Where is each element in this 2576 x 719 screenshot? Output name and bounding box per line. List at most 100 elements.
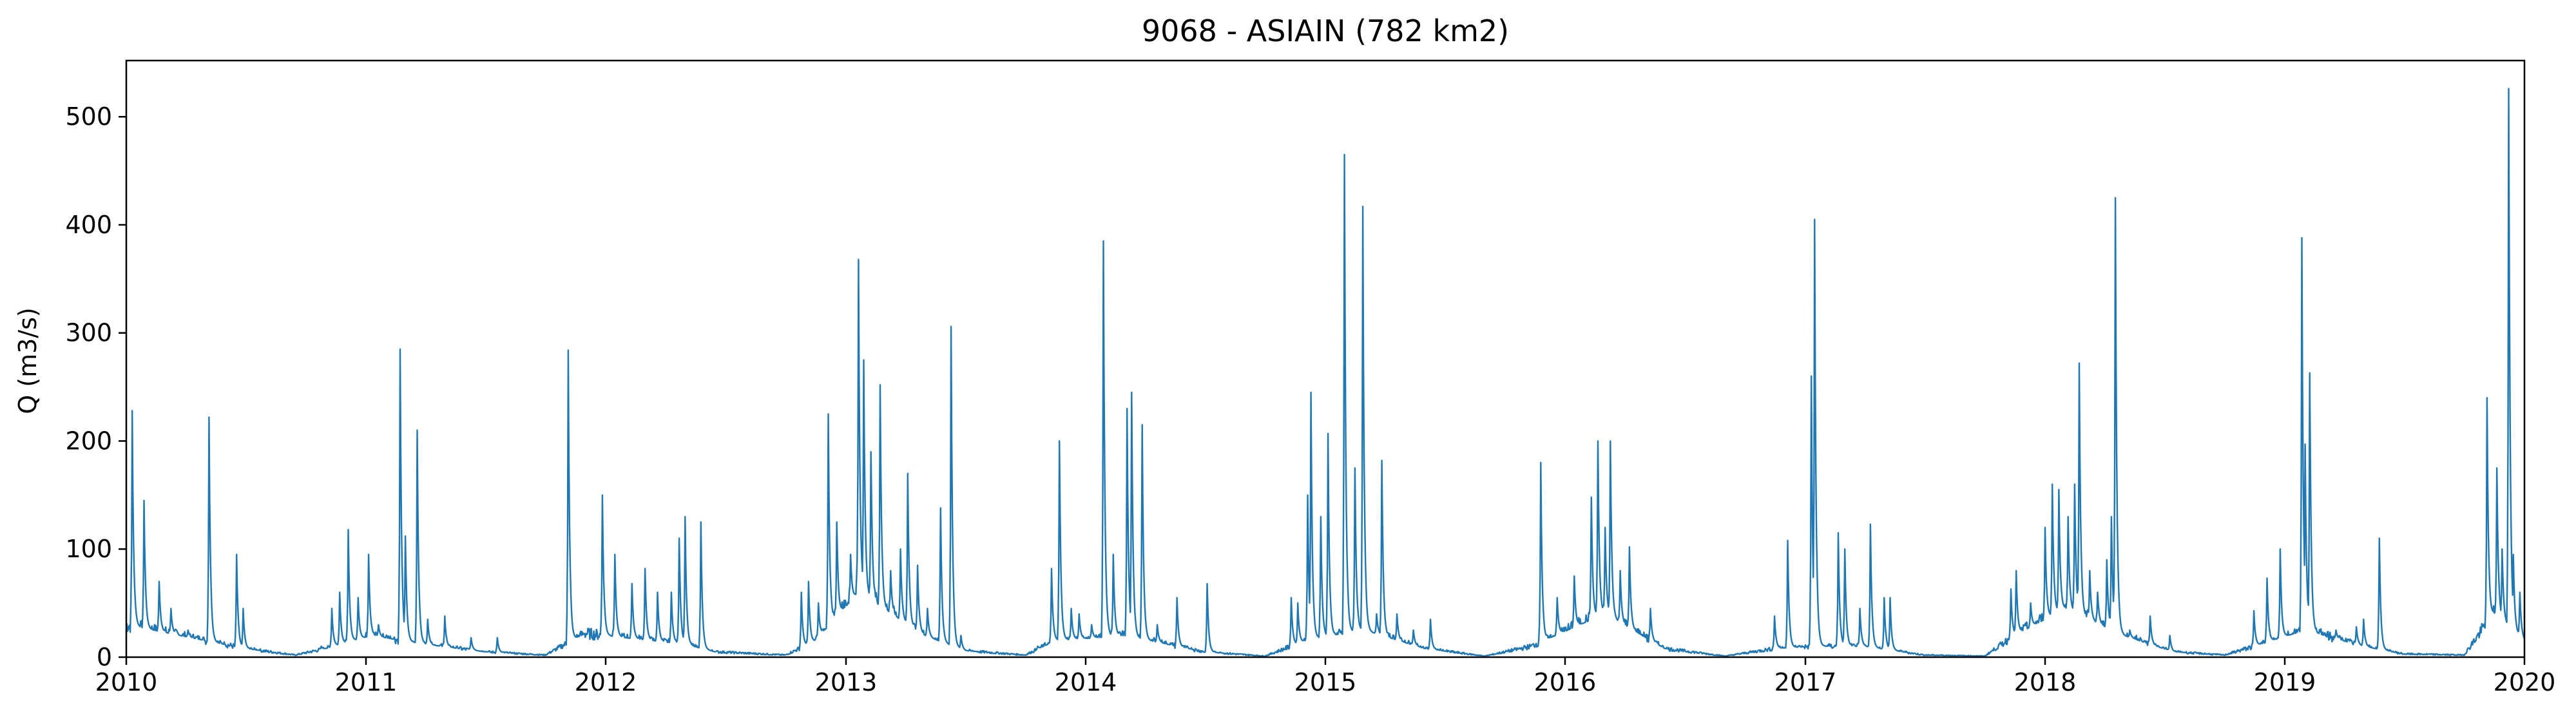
peak-point [1051, 568, 1052, 569]
peak-point [818, 602, 819, 604]
peak-point [2079, 363, 2080, 364]
peak-point [631, 583, 633, 584]
peak-point [1327, 433, 1329, 434]
peak-point [1297, 602, 1298, 604]
peak-point [2044, 527, 2046, 528]
plot-frame [125, 59, 2526, 658]
x-tick-label: 2011 [335, 668, 398, 696]
peak-point [2336, 629, 2337, 631]
peak-point [614, 554, 615, 555]
peak-point [2305, 444, 2306, 445]
peak-point [378, 624, 379, 626]
peak-point [2519, 591, 2521, 593]
x-tick-label: 2014 [1055, 668, 1117, 696]
peak-point [657, 591, 658, 593]
peak-point [950, 326, 952, 327]
x-tick-label: 2020 [2494, 668, 2556, 696]
peak-point [2169, 635, 2171, 636]
peak-point [2058, 489, 2059, 490]
peak-point [2106, 559, 2108, 561]
peak-point [2010, 588, 2012, 590]
peak-point [399, 349, 401, 350]
x-axis: 2010 2011 2012 2013 2014 2015 2016 2017 2018 2019… [95, 657, 2556, 696]
peak-point [927, 608, 928, 609]
peak-point [2129, 629, 2131, 631]
peak-point [1311, 392, 1312, 393]
peak-point [1844, 548, 1845, 550]
peak-point [602, 494, 603, 495]
peak-point [671, 591, 672, 593]
peak-point [1540, 462, 1541, 463]
peak-point [1059, 441, 1060, 442]
y-tick-label: 400 [65, 211, 112, 239]
peak-point [187, 629, 189, 631]
x-tick-label: 2019 [2254, 668, 2316, 696]
peak-point [1814, 219, 1815, 220]
peak-point [1381, 460, 1383, 461]
peak-point [427, 618, 428, 620]
peak-point [2356, 626, 2357, 628]
peak-point [1113, 554, 1114, 555]
peak-point [900, 548, 901, 550]
peak-point [368, 554, 369, 555]
plot-area [126, 88, 2526, 657]
peak-point [1126, 408, 1128, 409]
y-axis-label: Q (m3/s) [14, 307, 42, 414]
peak-point [1037, 646, 1039, 647]
peak-point [236, 554, 237, 555]
peak-point [1557, 597, 1558, 599]
peak-point [2253, 610, 2254, 611]
peak-point [242, 608, 244, 609]
peak-point [2074, 484, 2075, 485]
peak-point [2015, 570, 2017, 571]
peak-point [131, 410, 133, 412]
peak-point [1811, 376, 1812, 377]
peak-point [144, 500, 145, 501]
peak-point [2267, 578, 2268, 579]
peak-point [2508, 88, 2510, 90]
peak-point [678, 538, 680, 539]
peak-point [808, 581, 809, 582]
peak-point [1177, 597, 1178, 599]
peak-point [1629, 546, 1630, 548]
peak-point [2111, 516, 2112, 517]
peak-point [1354, 467, 1356, 468]
peak-point [2030, 602, 2032, 604]
peak-point [331, 608, 332, 609]
peak-point [1320, 516, 1322, 517]
peak-point [1157, 624, 1158, 626]
peak-point [1071, 608, 1072, 609]
peak-point [2302, 237, 2303, 238]
peak-point [2280, 548, 2281, 550]
peak-point [2379, 538, 2380, 539]
peak-point [1838, 532, 1839, 533]
peak-point [1604, 527, 1606, 528]
flow-series-line [126, 88, 2526, 657]
x-tick-label: 2017 [1774, 668, 1837, 696]
peak-point [2309, 372, 2311, 374]
peak-point [1597, 441, 1599, 442]
peak-point [208, 417, 209, 418]
peak-point [1307, 494, 1309, 495]
peak-point [1376, 613, 1378, 615]
peak-point [907, 473, 908, 474]
peak-point [1883, 597, 1885, 599]
peak-point [644, 568, 646, 569]
x-tick-label: 2013 [815, 668, 878, 696]
peak-point [2068, 516, 2069, 517]
peak-point [1870, 524, 1871, 525]
peak-point [870, 451, 872, 452]
peak-point [1860, 608, 1861, 609]
peak-point [684, 516, 686, 517]
y-tick-label: 300 [65, 319, 112, 347]
y-axis: 0 100 200 300 400 500 [65, 102, 126, 671]
peak-point [960, 635, 961, 636]
peak-point [170, 608, 171, 609]
peak-point [1787, 540, 1789, 541]
peak-point [1774, 615, 1775, 617]
peak-point [850, 554, 851, 555]
peak-point [1396, 613, 1398, 615]
peak-point [568, 350, 569, 351]
peak-point [2496, 467, 2497, 468]
